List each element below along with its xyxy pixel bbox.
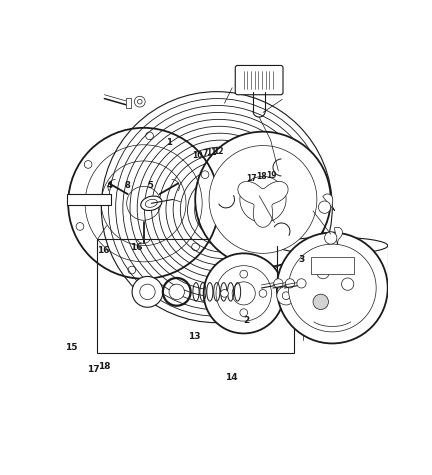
Circle shape xyxy=(254,190,272,209)
Ellipse shape xyxy=(277,237,388,254)
Circle shape xyxy=(195,132,331,267)
Text: 1: 1 xyxy=(166,138,172,147)
Circle shape xyxy=(313,294,328,310)
Circle shape xyxy=(240,309,248,316)
Circle shape xyxy=(216,266,271,321)
Text: 3: 3 xyxy=(298,256,305,265)
Bar xyxy=(311,257,354,274)
Polygon shape xyxy=(334,227,343,246)
Polygon shape xyxy=(323,267,337,284)
Circle shape xyxy=(297,279,306,288)
Circle shape xyxy=(289,244,376,332)
Text: 15: 15 xyxy=(65,343,77,352)
Circle shape xyxy=(132,276,163,307)
Text: 18: 18 xyxy=(98,361,111,371)
Circle shape xyxy=(209,145,317,253)
Circle shape xyxy=(305,286,318,299)
Circle shape xyxy=(240,270,248,278)
Text: 17: 17 xyxy=(87,365,100,374)
Circle shape xyxy=(316,285,328,297)
Text: 14: 14 xyxy=(225,372,238,381)
Circle shape xyxy=(204,253,284,333)
Circle shape xyxy=(169,284,184,300)
Text: 7: 7 xyxy=(203,150,208,159)
Text: 16: 16 xyxy=(130,244,142,252)
Circle shape xyxy=(282,292,290,300)
Circle shape xyxy=(318,201,331,213)
FancyBboxPatch shape xyxy=(235,66,283,95)
Text: 16: 16 xyxy=(97,247,110,256)
Circle shape xyxy=(317,266,329,279)
Polygon shape xyxy=(67,194,111,205)
Circle shape xyxy=(277,233,388,343)
Circle shape xyxy=(259,290,267,297)
Circle shape xyxy=(292,286,308,302)
Text: 19: 19 xyxy=(266,171,276,180)
Polygon shape xyxy=(323,194,335,211)
Ellipse shape xyxy=(141,196,162,210)
Circle shape xyxy=(285,279,295,288)
Circle shape xyxy=(134,96,145,107)
Text: 12: 12 xyxy=(213,147,223,156)
Text: 8: 8 xyxy=(125,180,130,190)
Circle shape xyxy=(140,284,155,300)
Text: 17: 17 xyxy=(246,174,257,183)
Circle shape xyxy=(309,290,314,295)
Circle shape xyxy=(221,290,229,297)
Circle shape xyxy=(240,176,286,223)
Text: 5: 5 xyxy=(147,180,153,190)
Text: 2: 2 xyxy=(243,316,249,325)
Circle shape xyxy=(342,278,354,290)
Text: 18: 18 xyxy=(256,172,267,181)
Text: 13: 13 xyxy=(188,332,200,342)
Text: 4: 4 xyxy=(107,180,113,190)
Circle shape xyxy=(324,232,337,244)
Ellipse shape xyxy=(145,199,157,208)
Polygon shape xyxy=(126,98,130,108)
Circle shape xyxy=(232,282,255,305)
Circle shape xyxy=(277,286,295,305)
Circle shape xyxy=(274,279,283,288)
Circle shape xyxy=(137,99,142,104)
Text: 10: 10 xyxy=(192,151,203,160)
Polygon shape xyxy=(238,181,288,228)
Text: 11: 11 xyxy=(206,148,217,157)
Polygon shape xyxy=(98,239,294,353)
